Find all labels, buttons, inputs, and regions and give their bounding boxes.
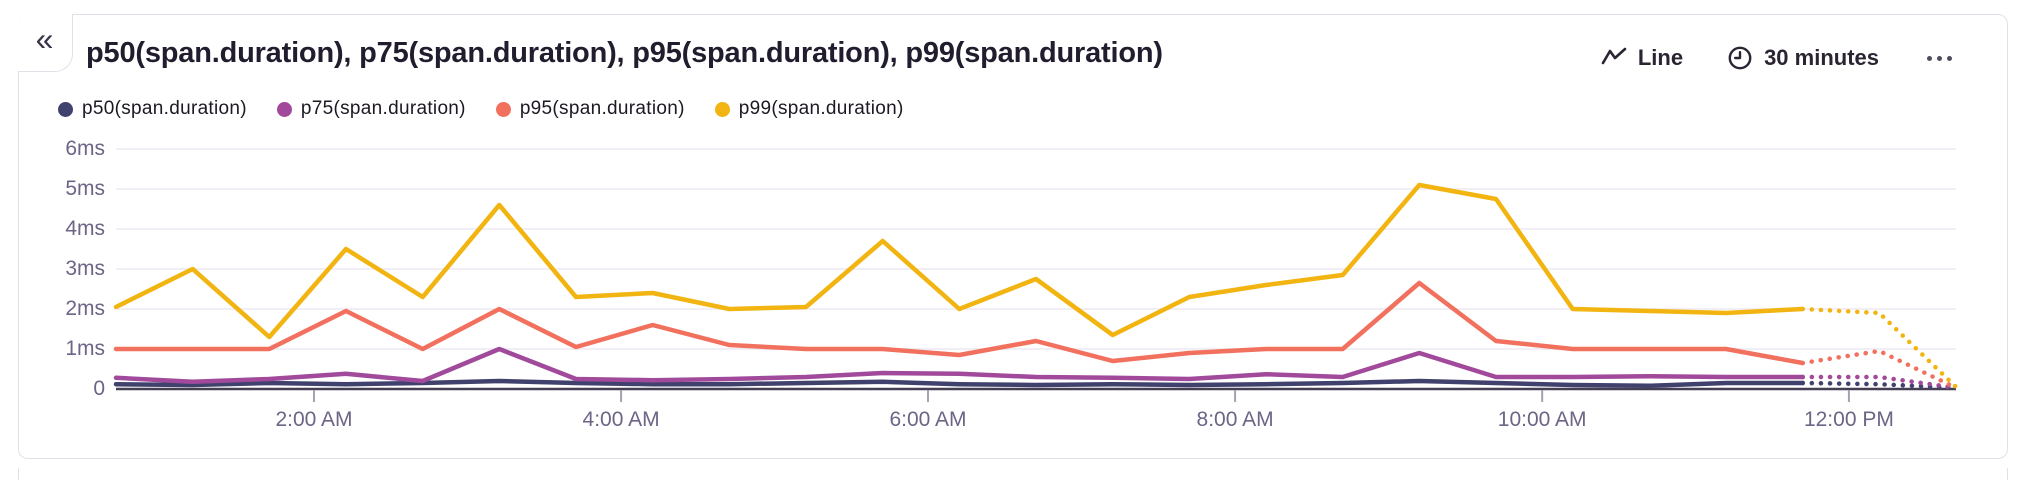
legend-dot-p75	[276, 101, 292, 117]
interval-control[interactable]: 30 minutes	[1727, 45, 1879, 71]
chevrons-left-icon: «	[35, 21, 54, 57]
legend-item-p95[interactable]: p95(span.duration)	[495, 98, 685, 120]
series-line-dotted-p95	[1800, 348, 1959, 391]
legend-dot-p99	[714, 101, 730, 117]
chart-legend: p50(span.duration) p75(span.duration) p95(…	[58, 97, 904, 121]
line-chart-icon	[1601, 47, 1627, 65]
series-line-p95	[113, 280, 1805, 366]
x-axis-label: 10:00 AM	[1497, 408, 1587, 431]
legend-item-p99[interactable]: p99(span.duration)	[714, 98, 904, 120]
clock-icon	[1728, 46, 1752, 70]
interval-label: 30 minutes	[1764, 45, 1879, 70]
legend-item-p75[interactable]: p75(span.duration)	[276, 98, 466, 120]
x-axis-label: 2:00 AM	[275, 408, 353, 431]
chart-type-label: Line	[1637, 45, 1684, 70]
series-line-dotted-p75	[1800, 374, 1959, 391]
y-axis-label: 5ms	[65, 177, 105, 200]
legend-dot-p95	[495, 101, 511, 117]
y-axis-label: 4ms	[65, 217, 105, 240]
options-menu-button[interactable]	[1923, 50, 1956, 67]
x-axis-label: 12:00 PM	[1803, 408, 1894, 431]
chart-title: p50(span.duration), p75(span.duration), …	[86, 37, 1163, 69]
y-axis-label: 2ms	[65, 297, 105, 320]
series-line-dotted-p50	[1800, 380, 1959, 391]
series-line-p75	[113, 346, 1805, 385]
ellipsis-icon	[1927, 55, 1952, 61]
x-axis-label: 6:00 AM	[889, 408, 967, 431]
chart-widget-card: « p50(span.duration), p75(span.duration)…	[17, 13, 2008, 459]
x-axis-label: 4:00 AM	[582, 408, 660, 431]
legend-label: p95(span.duration)	[519, 98, 685, 119]
chart-controls: Line 30 minutes	[1601, 41, 1956, 75]
chart-canvas[interactable]	[113, 148, 1959, 402]
series-line-p50	[113, 378, 1805, 389]
chart-type-control[interactable]: Line	[1601, 45, 1683, 71]
legend-label: p99(span.duration)	[738, 98, 904, 119]
collapse-panel-button[interactable]: «	[17, 13, 73, 72]
legend-label: p50(span.duration)	[82, 98, 247, 119]
y-axis-label: 3ms	[65, 257, 105, 280]
legend-item-p50[interactable]: p50(span.duration)	[58, 98, 247, 120]
x-axis-label: 8:00 AM	[1196, 408, 1274, 431]
next-panel-edge	[18, 468, 2008, 480]
series-line-p99	[113, 182, 1805, 340]
y-axis-label: 6ms	[65, 137, 105, 160]
y-axis-label: 1ms	[65, 337, 105, 360]
legend-dot-p50	[58, 101, 73, 117]
series-line-dotted-p99	[1800, 306, 1959, 390]
y-axis-label: 0	[93, 377, 105, 400]
legend-label: p75(span.duration)	[300, 98, 466, 119]
